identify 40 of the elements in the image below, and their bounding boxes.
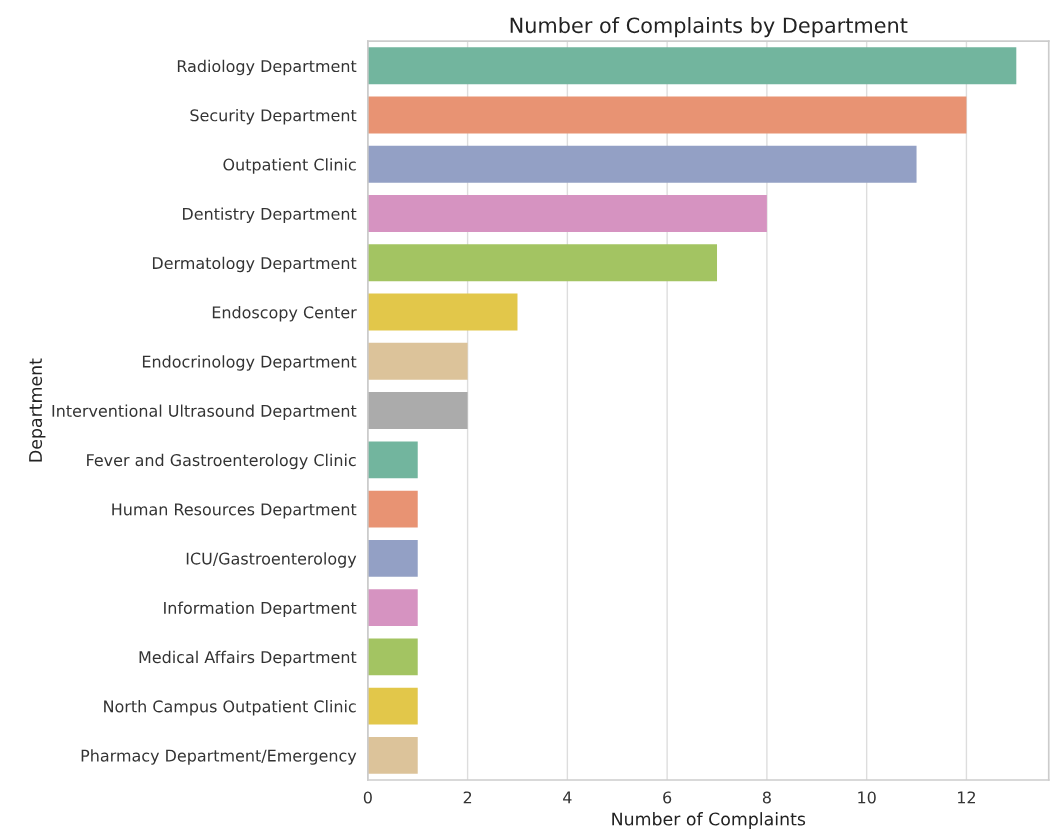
x-tick-label: 12 (958, 791, 975, 804)
y-tick-label: ICU/Gastroenterology (186, 552, 357, 568)
bar (367, 392, 468, 430)
y-axis-title: Department (29, 358, 46, 462)
x-tick-label: 2 (463, 791, 472, 804)
bar (367, 589, 418, 627)
bar (367, 490, 418, 528)
chart-title: Number of Complaints by Department (510, 17, 908, 38)
bar (367, 195, 767, 233)
x-tick-label: 0 (363, 791, 372, 804)
bar (367, 47, 1017, 85)
y-tick-label: Medical Affairs Department (139, 650, 357, 667)
y-tick-label: Interventional Ultrasound Department (52, 404, 357, 420)
bar (367, 441, 418, 479)
bar (367, 638, 418, 676)
bar (367, 244, 718, 282)
x-axis-title: Number of Complaints (612, 812, 806, 829)
y-tick-label: Dermatology Department (152, 256, 357, 273)
y-tick-label: Human Resources Department (112, 503, 357, 519)
y-tick-label: Pharmacy Department/Emergency (81, 749, 357, 765)
y-tick-label: Radiology Department (177, 59, 357, 76)
bar (367, 293, 518, 331)
x-tick-label: 8 (762, 791, 771, 804)
y-tick-label: Fever and Gastroenterology Clinic (87, 453, 356, 470)
bar (367, 342, 468, 380)
y-tick-label: Security Department (190, 109, 357, 125)
y-tick-label: Endoscopy Center (212, 306, 357, 322)
bar (367, 539, 418, 577)
y-tick-label: Dentistry Department (183, 207, 357, 223)
bar (367, 736, 418, 774)
y-tick-label: Endocrinology Department (142, 355, 357, 371)
x-tick-label: 6 (663, 791, 672, 804)
bar (367, 145, 917, 183)
bar (367, 687, 418, 725)
bar (367, 96, 967, 134)
y-tick-label: Outpatient Clinic (223, 158, 356, 174)
y-tick-label: Information Department (164, 601, 357, 617)
x-tick-label: 10 (858, 791, 876, 804)
x-tick-label: 4 (563, 791, 572, 804)
y-tick-label: North Campus Outpatient Clinic (104, 700, 356, 716)
